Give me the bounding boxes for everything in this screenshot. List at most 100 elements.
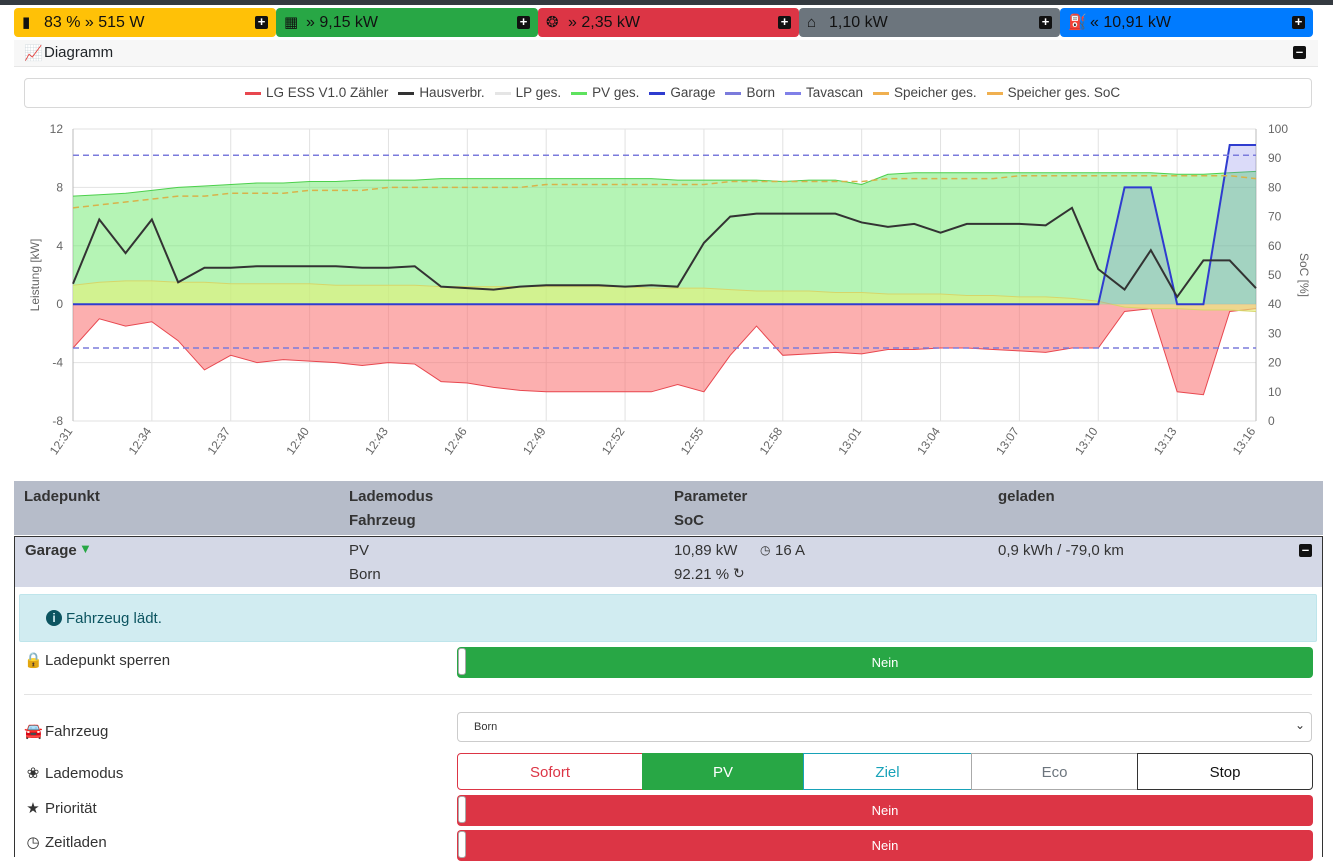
toggle-knob[interactable] bbox=[458, 831, 466, 858]
battery-status-label: 83 % » 515 W bbox=[44, 14, 145, 31]
soc-line bbox=[72, 174, 1257, 209]
priority-toggle[interactable]: Nein bbox=[457, 795, 1313, 826]
vehicle-label-text: Fahrzeug bbox=[45, 723, 109, 740]
y-tick-label: 12 bbox=[50, 122, 64, 136]
charging-mode-icon: ❀ bbox=[26, 765, 40, 782]
legend-swatch bbox=[571, 91, 588, 95]
chart-legend: LG ESS V1.0 Zähler Hausverbr. LP ges. PV ge… bbox=[24, 78, 1312, 108]
vehicle-select[interactable]: Born ⌄ bbox=[457, 712, 1312, 742]
charging-alert: i Fahrzeug lädt. bbox=[19, 594, 1317, 642]
row-current: 16 A bbox=[775, 542, 806, 559]
top-border bbox=[0, 0, 1333, 5]
mode-button-pv[interactable]: PV bbox=[642, 753, 804, 790]
legend-item[interactable]: Garage bbox=[649, 85, 715, 100]
y-tick-label: -8 bbox=[52, 414, 63, 428]
plug-icon: ▼ bbox=[79, 541, 92, 556]
x-tick-label: 13:16 bbox=[1230, 424, 1259, 457]
row-charged: 0,9 kWh / -79,0 km bbox=[998, 542, 1124, 559]
y2-tick-label: 30 bbox=[1268, 326, 1282, 340]
x-tick-label: 13:04 bbox=[914, 424, 943, 457]
legend-swatch bbox=[784, 91, 801, 95]
collapse-icon[interactable]: – bbox=[1293, 45, 1306, 59]
charging-station-icon: ⛽ bbox=[1068, 14, 1087, 31]
garage-line bbox=[73, 144, 1256, 306]
collapse-icon[interactable]: – bbox=[1299, 543, 1312, 557]
header-parameter: Parameter bbox=[674, 488, 748, 505]
status-bar: ▮ 83 % » 515 W + ▦ » 9,15 kW + ❂ » 2,35 … bbox=[14, 8, 1313, 38]
x-tick-label: 12:46 bbox=[441, 424, 470, 457]
alert-message: Fahrzeug lädt. bbox=[66, 610, 162, 627]
priority-label: ★ Priorität bbox=[24, 799, 96, 817]
grid-status[interactable]: ❂ » 2,35 kW + bbox=[538, 8, 799, 37]
legend-item[interactable]: Hausverbr. bbox=[398, 85, 485, 100]
y-tick-label: 4 bbox=[56, 239, 63, 253]
y2-tick-label: 100 bbox=[1268, 122, 1288, 136]
legend-item[interactable]: Speicher ges. SoC bbox=[986, 85, 1120, 100]
y-axis-label: Leistung [kW] bbox=[28, 239, 42, 312]
mode-button-stop[interactable]: Stop bbox=[1137, 753, 1313, 790]
home-status[interactable]: ⌂ 1,10 kW + bbox=[799, 8, 1060, 37]
toggle-knob[interactable] bbox=[458, 796, 466, 823]
legend-item[interactable]: LG ESS V1.0 Zähler bbox=[245, 85, 388, 100]
expand-icon[interactable]: + bbox=[1292, 15, 1305, 29]
legend-items: LG ESS V1.0 Zähler Hausverbr. LP ges. PV ge… bbox=[245, 85, 1130, 100]
header-lademodus: Lademodus bbox=[349, 488, 434, 505]
charging-status-label: « 10,91 kW bbox=[1090, 14, 1171, 31]
legend-label: Tavascan bbox=[805, 85, 864, 100]
charging-status[interactable]: ⛽ « 10,91 kW + bbox=[1060, 8, 1313, 37]
legend-item[interactable]: Tavascan bbox=[784, 85, 864, 100]
table-row[interactable]: Garage ▼ PV Born 10,89 kW ◷ 16 A 92.21 %… bbox=[14, 536, 1323, 587]
refresh-icon[interactable]: ↻ bbox=[733, 565, 745, 581]
y2-tick-label: 60 bbox=[1268, 239, 1282, 253]
toggle-knob[interactable] bbox=[458, 648, 466, 675]
header-fahrzeug: Fahrzeug bbox=[349, 512, 416, 529]
legend-item[interactable]: Speicher ges. bbox=[873, 85, 977, 100]
header-ladepunkt: Ladepunkt bbox=[24, 488, 100, 505]
y2-tick-label: 50 bbox=[1268, 268, 1282, 282]
vehicle-label: 🚘 Fahrzeug bbox=[24, 722, 108, 740]
diagram-header[interactable]: 📈 Diagramm – bbox=[14, 40, 1318, 67]
mode-button-ziel[interactable]: Ziel bbox=[803, 753, 972, 790]
mode-button-eco[interactable]: Eco bbox=[971, 753, 1138, 790]
x-tick-label: 12:37 bbox=[204, 424, 233, 457]
garage-area bbox=[73, 145, 1256, 305]
mode-button-sofort[interactable]: Sofort bbox=[457, 753, 643, 790]
battery-status[interactable]: ▮ 83 % » 515 W + bbox=[14, 8, 276, 37]
pv-status[interactable]: ▦ » 9,15 kW + bbox=[276, 8, 538, 37]
y2-tick-label: 0 bbox=[1268, 414, 1275, 428]
grid-line bbox=[72, 308, 1257, 396]
battery-icon: ▮ bbox=[22, 14, 31, 31]
legend-label: Speicher ges. bbox=[894, 85, 977, 100]
lock-label: 🔒 Ladepunkt sperren bbox=[24, 651, 170, 669]
x-tick-label: 12:49 bbox=[520, 424, 549, 457]
expand-icon[interactable]: + bbox=[778, 15, 791, 29]
expand-icon[interactable]: + bbox=[1039, 15, 1052, 29]
expand-icon[interactable]: + bbox=[255, 15, 268, 29]
legend-swatch bbox=[398, 91, 415, 95]
x-tick-label: 12:58 bbox=[757, 424, 786, 457]
legend-swatch bbox=[986, 91, 1003, 95]
grid-area bbox=[73, 304, 1256, 395]
legend-item[interactable]: Born bbox=[725, 85, 775, 100]
timed-label: ◷ Zeitladen bbox=[24, 833, 106, 851]
x-tick-label: 12:34 bbox=[126, 424, 155, 457]
legend-item[interactable]: LP ges. bbox=[494, 85, 561, 100]
lock-label-text: Ladepunkt sperren bbox=[45, 652, 171, 669]
clock-icon: ◷ bbox=[26, 834, 40, 851]
legend-swatch bbox=[649, 91, 666, 95]
lock-toggle[interactable]: Nein bbox=[457, 647, 1313, 678]
lock-toggle-value: Nein bbox=[871, 655, 899, 670]
pv-status-label: » 9,15 kW bbox=[306, 14, 379, 31]
legend-item[interactable]: PV ges. bbox=[571, 85, 639, 100]
y2-axis-label: SoC [%] bbox=[1297, 253, 1311, 297]
row-power: 10,89 kW bbox=[674, 542, 738, 559]
lock-icon: 🔒 bbox=[24, 652, 43, 669]
legend-label: Garage bbox=[670, 85, 716, 100]
y2-tick-label: 90 bbox=[1268, 151, 1282, 165]
x-tick-label: 12:31 bbox=[47, 424, 76, 457]
solar-panel-icon: ▦ bbox=[284, 14, 299, 31]
timed-toggle[interactable]: Nein bbox=[457, 830, 1313, 861]
y-tick-label: 0 bbox=[56, 297, 63, 311]
expand-icon[interactable]: + bbox=[517, 15, 530, 29]
